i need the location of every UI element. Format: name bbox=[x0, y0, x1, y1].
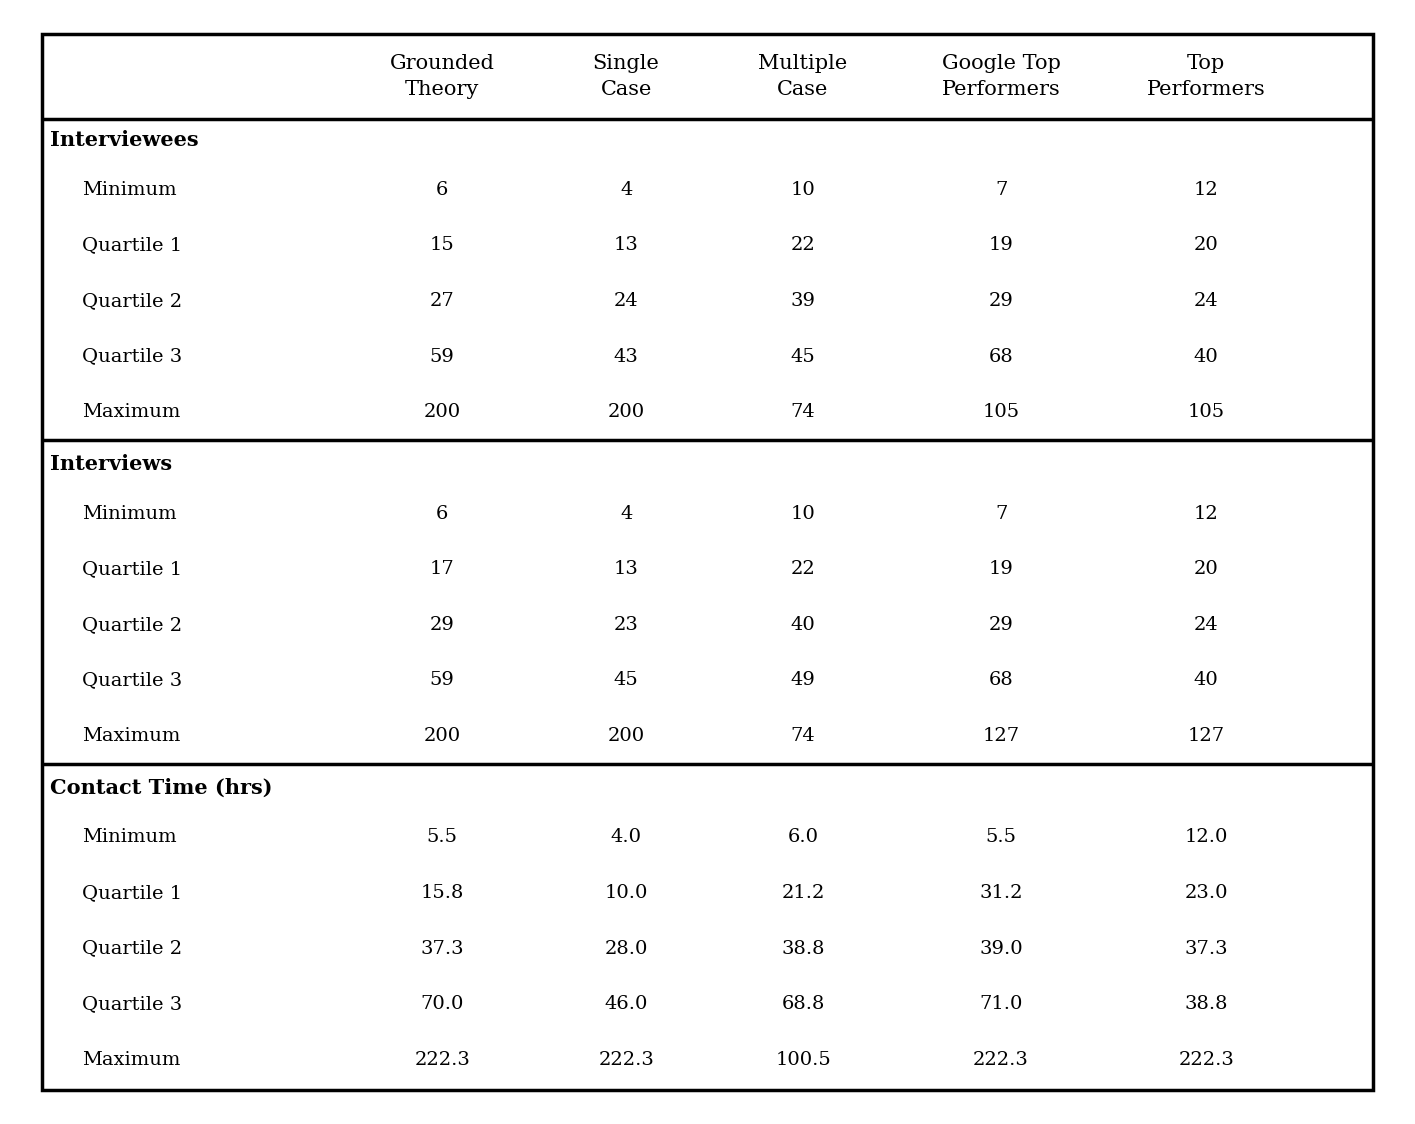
Text: 31.2: 31.2 bbox=[979, 883, 1023, 901]
Text: 46.0: 46.0 bbox=[604, 995, 648, 1013]
Text: 21.2: 21.2 bbox=[781, 883, 825, 901]
Text: 29: 29 bbox=[430, 616, 454, 634]
Text: 59: 59 bbox=[430, 671, 454, 689]
Text: 45: 45 bbox=[791, 347, 815, 365]
Text: 13: 13 bbox=[614, 236, 638, 254]
Text: Quartile 1: Quartile 1 bbox=[82, 560, 183, 578]
Text: 7: 7 bbox=[995, 181, 1007, 199]
Text: 19: 19 bbox=[989, 236, 1013, 254]
Text: 5.5: 5.5 bbox=[427, 828, 457, 846]
Text: Quartile 2: Quartile 2 bbox=[82, 616, 183, 634]
Text: Maximum: Maximum bbox=[82, 727, 181, 745]
Text: 22: 22 bbox=[791, 236, 815, 254]
Text: 68: 68 bbox=[989, 671, 1013, 689]
Text: 12: 12 bbox=[1194, 505, 1218, 523]
Text: 59: 59 bbox=[430, 347, 454, 365]
Text: 6: 6 bbox=[436, 505, 449, 523]
Text: 22: 22 bbox=[791, 560, 815, 578]
Text: 7: 7 bbox=[995, 505, 1007, 523]
Text: 19: 19 bbox=[989, 560, 1013, 578]
Text: 17: 17 bbox=[430, 560, 454, 578]
Text: 15.8: 15.8 bbox=[420, 883, 464, 901]
Text: 222.3: 222.3 bbox=[974, 1051, 1029, 1069]
Text: 222.3: 222.3 bbox=[1179, 1051, 1234, 1069]
Text: Top
Performers: Top Performers bbox=[1148, 54, 1265, 99]
Text: 12: 12 bbox=[1194, 181, 1218, 199]
Text: 23.0: 23.0 bbox=[1184, 883, 1228, 901]
Text: 20: 20 bbox=[1194, 560, 1218, 578]
Text: 200: 200 bbox=[607, 727, 645, 745]
Text: 74: 74 bbox=[791, 727, 815, 745]
Text: 105: 105 bbox=[982, 404, 1020, 422]
Text: 10.0: 10.0 bbox=[604, 883, 648, 901]
Text: 49: 49 bbox=[791, 671, 815, 689]
Text: 12.0: 12.0 bbox=[1184, 828, 1228, 846]
Text: Maximum: Maximum bbox=[82, 404, 181, 422]
Text: 20: 20 bbox=[1194, 236, 1218, 254]
Text: 27: 27 bbox=[430, 292, 454, 310]
Text: 10: 10 bbox=[791, 181, 815, 199]
Text: Grounded
Theory: Grounded Theory bbox=[389, 54, 495, 99]
Text: 70.0: 70.0 bbox=[420, 995, 464, 1013]
Text: 39: 39 bbox=[791, 292, 815, 310]
Text: 4: 4 bbox=[620, 181, 633, 199]
Text: 68.8: 68.8 bbox=[781, 995, 825, 1013]
Text: Quartile 2: Quartile 2 bbox=[82, 940, 183, 958]
Text: Quartile 3: Quartile 3 bbox=[82, 995, 183, 1013]
Text: Quartile 1: Quartile 1 bbox=[82, 883, 183, 901]
Text: Quartile 3: Quartile 3 bbox=[82, 671, 183, 689]
Text: Minimum: Minimum bbox=[82, 505, 177, 523]
Text: 29: 29 bbox=[989, 616, 1013, 634]
Text: 37.3: 37.3 bbox=[420, 940, 464, 958]
Text: Google Top
Performers: Google Top Performers bbox=[941, 54, 1061, 99]
Text: Interviews: Interviews bbox=[50, 454, 171, 474]
Text: 5.5: 5.5 bbox=[986, 828, 1016, 846]
Text: 39.0: 39.0 bbox=[979, 940, 1023, 958]
Text: 4: 4 bbox=[620, 505, 633, 523]
Text: 23: 23 bbox=[614, 616, 638, 634]
Text: 222.3: 222.3 bbox=[415, 1051, 470, 1069]
Text: 24: 24 bbox=[614, 292, 638, 310]
Text: 68: 68 bbox=[989, 347, 1013, 365]
Text: 43: 43 bbox=[614, 347, 638, 365]
Text: 6.0: 6.0 bbox=[788, 828, 818, 846]
Text: Maximum: Maximum bbox=[82, 1051, 181, 1069]
Text: Minimum: Minimum bbox=[82, 181, 177, 199]
Text: Quartile 3: Quartile 3 bbox=[82, 347, 183, 365]
Text: 15: 15 bbox=[430, 236, 454, 254]
Text: 6: 6 bbox=[436, 181, 449, 199]
Text: 29: 29 bbox=[989, 292, 1013, 310]
Text: Contact Time (hrs): Contact Time (hrs) bbox=[50, 778, 272, 798]
Text: Single
Case: Single Case bbox=[593, 54, 659, 99]
Text: 127: 127 bbox=[982, 727, 1020, 745]
Text: 37.3: 37.3 bbox=[1184, 940, 1228, 958]
Text: 40: 40 bbox=[791, 616, 815, 634]
Text: 38.8: 38.8 bbox=[1184, 995, 1228, 1013]
Text: 105: 105 bbox=[1187, 404, 1225, 422]
Text: Quartile 1: Quartile 1 bbox=[82, 236, 183, 254]
Text: 74: 74 bbox=[791, 404, 815, 422]
Text: 13: 13 bbox=[614, 560, 638, 578]
Text: 24: 24 bbox=[1194, 616, 1218, 634]
Text: 28.0: 28.0 bbox=[604, 940, 648, 958]
Text: 200: 200 bbox=[423, 404, 461, 422]
Text: Multiple
Case: Multiple Case bbox=[758, 54, 848, 99]
Text: 40: 40 bbox=[1194, 347, 1218, 365]
Text: 38.8: 38.8 bbox=[781, 940, 825, 958]
Text: 200: 200 bbox=[423, 727, 461, 745]
Text: 127: 127 bbox=[1187, 727, 1225, 745]
Text: Minimum: Minimum bbox=[82, 828, 177, 846]
Text: 24: 24 bbox=[1194, 292, 1218, 310]
Text: 100.5: 100.5 bbox=[775, 1051, 831, 1069]
Text: 200: 200 bbox=[607, 404, 645, 422]
Text: 4.0: 4.0 bbox=[611, 828, 641, 846]
Text: 222.3: 222.3 bbox=[599, 1051, 654, 1069]
Text: 10: 10 bbox=[791, 505, 815, 523]
Text: 71.0: 71.0 bbox=[979, 995, 1023, 1013]
Text: Interviewees: Interviewees bbox=[50, 130, 198, 151]
Text: 45: 45 bbox=[614, 671, 638, 689]
Text: Quartile 2: Quartile 2 bbox=[82, 292, 183, 310]
Text: 40: 40 bbox=[1194, 671, 1218, 689]
